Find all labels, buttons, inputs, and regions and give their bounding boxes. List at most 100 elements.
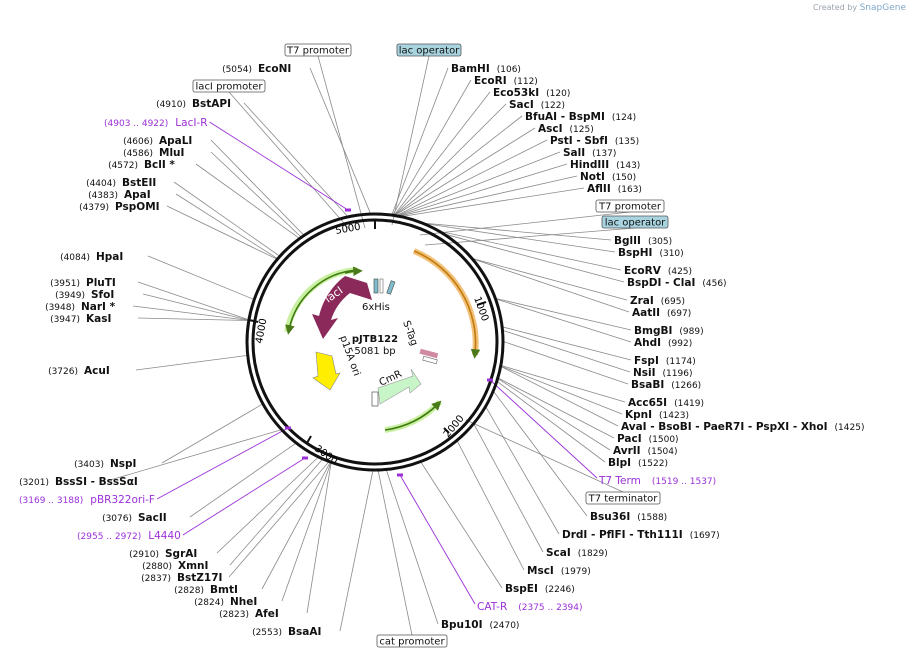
primer-laci-r-marker — [345, 208, 351, 212]
box-t7-promoter-3-text: T7 promoter — [598, 202, 662, 213]
box-t7-promoter-3-leader — [419, 211, 631, 236]
site-asci: AscI (125) — [538, 123, 594, 135]
site-bsteii-position: (4404) — [86, 179, 116, 189]
site-ecori-leader — [392, 79, 472, 216]
site-avai-bsobi-paer7i-pspxi-xhoi-leader — [500, 365, 619, 427]
box-lac-operator-4: lac operator — [601, 215, 669, 229]
site-zrai-leader — [471, 258, 628, 301]
site-apali-position: (4606) — [123, 137, 153, 147]
site-psti-sbfi-leader — [396, 139, 548, 217]
site-bspei-leader — [420, 461, 503, 589]
site-hpai-leader — [147, 255, 255, 300]
site-zrai-name: ZraI — [630, 295, 654, 307]
site-ecorv-position: (425) — [668, 267, 692, 277]
site-bsabi-leader — [502, 340, 629, 385]
primer-t7-term-leader — [489, 379, 598, 479]
sixhis-label: 6xHis — [362, 302, 390, 313]
site-paci-name: PacI — [617, 433, 642, 445]
site-bsu36i: Bsu36I (1588) — [590, 511, 667, 523]
site-blpi-name: BlpI — [608, 457, 631, 469]
primer-laci-r-range: (4903 .. 4922) — [104, 119, 168, 129]
site-apali-name: ApaLI — [159, 135, 192, 147]
snapgene-credit: Created by SnapGene — [813, 3, 906, 13]
site-kpni: KpnI (1423) — [625, 409, 689, 421]
site-bsaai-leader — [339, 469, 374, 632]
site-bsu36i-leader — [492, 390, 588, 517]
site-eco53ki-position: (120) — [546, 89, 570, 99]
site-avai-bsobi-paer7i-pspxi-xhoi-name: AvaI - BsoBI - PaeR7I - PspXI - XhoI — [621, 421, 828, 433]
box-t7-terminator-5-text: T7 terminator — [588, 494, 659, 505]
primer-pbr322ori-f: (3169 .. 3188) pBR322ori-F — [19, 426, 291, 506]
site-msci-name: MscI — [527, 565, 554, 577]
site-aatii-name: AatII — [632, 307, 660, 319]
tick-5000: 5000 — [335, 222, 362, 237]
primer-pbr322ori-f-leader — [156, 427, 289, 500]
sixhis-feature — [373, 278, 379, 294]
site-hindiii-leader — [397, 163, 568, 217]
primer-t7-term-range: (1519 .. 1537) — [652, 477, 716, 487]
site-ecorv-leader — [439, 230, 622, 271]
site-bsphi-name: BspHI — [618, 247, 652, 259]
site-blpi-position: (1522) — [638, 459, 668, 469]
site-bspdi-clai-leader — [443, 233, 625, 283]
site-drdi-pflfi-tth111i-name: DrdI - PflFI - Tth111I — [562, 529, 683, 541]
site-nhei-position: (2824) — [194, 598, 224, 608]
site-sfoi-name: SfoI — [91, 289, 114, 301]
site-ahdi: AhdI (992) — [634, 337, 692, 349]
site-bfuai-bspmi: BfuAI - BspMI (124) — [525, 111, 636, 123]
site-bmgbi: BmgBI (989) — [634, 325, 704, 337]
box-cat-promoter-6: cat promoter — [376, 634, 448, 648]
site-sacii-position: (3076) — [102, 514, 132, 524]
site-bsssi-bsss-i-leader — [106, 429, 282, 482]
box-laci-promoter-2: lacI promoter — [192, 79, 266, 93]
site-aatii-position: (697) — [667, 309, 691, 319]
site-hindiii-position: (143) — [616, 161, 640, 171]
plasmid-size: 5081 bp — [354, 346, 395, 357]
site-nspi: NspI (3403) — [74, 458, 136, 470]
site-bglii-leader — [422, 222, 612, 241]
leader-lines — [106, 55, 636, 636]
site-aatii: AatII (697) — [632, 307, 691, 319]
site-mlui: MluI (4586) — [123, 147, 184, 159]
primer-pbr322ori-f-marker — [285, 426, 291, 430]
site-xmni-name: XmnI — [178, 560, 208, 572]
site-bstapi: BstAPI (4910) — [156, 98, 231, 110]
box-t7-promoter-0-frame — [284, 43, 352, 57]
site-avai-bsobi-paer7i-pspxi-xhoi-position: (1425) — [835, 423, 865, 433]
site-econi-position: (5054) — [222, 65, 252, 75]
site-avai-bsobi-paer7i-pspxi-xhoi: AvaI - BsoBI - PaeR7I - PspXI - XhoI (142… — [621, 421, 864, 433]
site-asci-name: AscI — [538, 123, 563, 135]
site-hpai-position: (4084) — [60, 253, 90, 263]
box-lac-operator-4-frame — [601, 215, 669, 229]
site-avrii-leader — [497, 378, 611, 451]
site-nsii-position: (1196) — [663, 369, 693, 379]
site-bsphi-position: (310) — [659, 249, 683, 259]
site-bcli: BclI * (4572) — [108, 159, 175, 171]
box-t7-promoter-0-text: T7 promoter — [286, 46, 350, 57]
site-aatii-leader — [472, 258, 630, 313]
site-bsssi-bsss-i-name: BssSI - BssSαI — [55, 476, 138, 488]
box-cat-promoter-6-text: cat promoter — [379, 637, 445, 648]
lac-operator-feature — [386, 280, 396, 295]
primer-t7-term-name: T7 Term — [598, 475, 641, 487]
site-nspi-leader — [161, 403, 264, 464]
site-bpu10i-position: (2470) — [490, 621, 520, 631]
site-nspi-position: (3403) — [74, 460, 104, 470]
site-bstz17i-leader — [228, 461, 330, 578]
site-nhei-leader — [281, 462, 332, 602]
site-ecorv: EcoRV (425) — [624, 265, 692, 277]
site-drdi-pflfi-tth111i: DrdI - PflFI - Tth111I (1697) — [562, 529, 720, 541]
site-bamhi-position: (106) — [497, 65, 521, 75]
site-bsssi-bsss-i: BssSI - BssSαI (3201) — [19, 476, 138, 488]
site-kpni-leader — [500, 365, 623, 415]
tick-4000: 4000 — [254, 318, 269, 345]
box-t7-terminator-5-frame — [585, 491, 661, 505]
site-drdi-pflfi-tth111i-leader — [485, 406, 560, 535]
site-avrii-name: AvrII — [613, 445, 641, 457]
site-bmgbi-position: (989) — [679, 327, 703, 337]
site-saci: SacI (122) — [509, 99, 565, 111]
site-paci-position: (1500) — [649, 435, 679, 445]
site-bmti: BmtI (2828) — [174, 584, 238, 596]
primer-cat-r-name: CAT-R — [477, 601, 507, 613]
site-acc65i-position: (1419) — [674, 399, 704, 409]
